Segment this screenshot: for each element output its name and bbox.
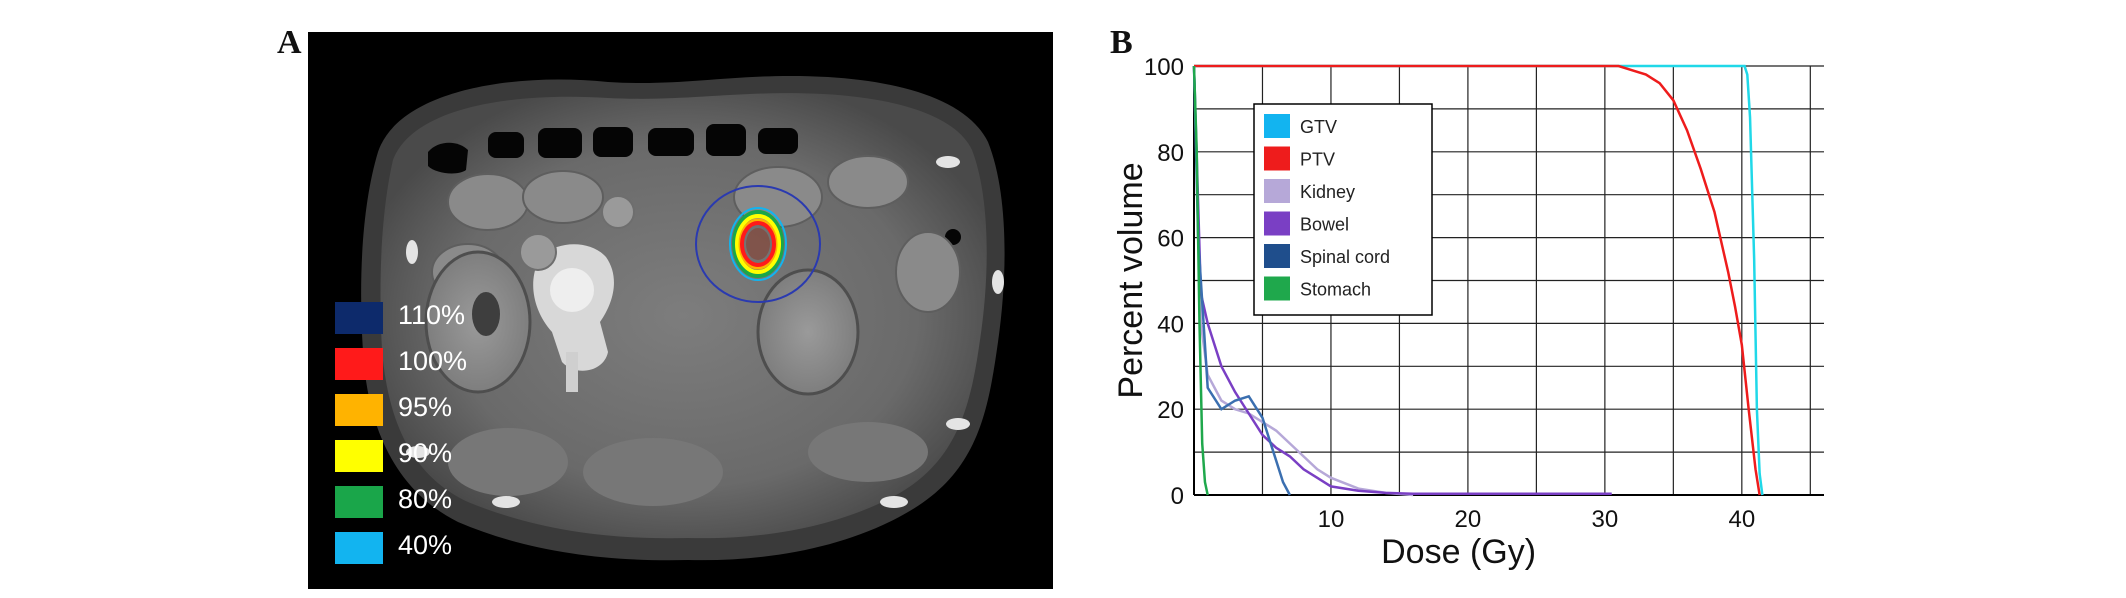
isodose-label: 110%: [398, 300, 466, 330]
x-axis-label: Dose (Gy): [1381, 533, 1536, 571]
legend-swatch: [1264, 244, 1290, 268]
isodose-label: 90%: [398, 438, 453, 468]
legend-label: Stomach: [1300, 280, 1371, 300]
x-tick-label: 20: [1455, 506, 1482, 533]
isodose-swatch: [335, 440, 383, 472]
y-tick-label: 40: [1157, 311, 1184, 338]
isodose-swatch: [335, 302, 383, 334]
legend-swatch: [1264, 114, 1290, 138]
legend-swatch: [1264, 211, 1290, 236]
isodose-swatch: [335, 394, 383, 426]
dvh-chart-svg: 0 20 40 60 80 100 10 20 30 40 Dose (Gy) Percent vol…: [1112, 54, 1824, 571]
legend-label: Bowel: [1300, 215, 1349, 235]
left-kidney: [756, 268, 860, 396]
series-line-stomach: [1192, 65, 1209, 496]
y-tick-label: 0: [1171, 483, 1184, 510]
legend-label: Spinal cord: [1300, 247, 1390, 267]
legend-swatch: [1264, 276, 1290, 301]
legend-label: PTV: [1300, 150, 1335, 170]
legend-label: Kidney: [1300, 182, 1355, 202]
x-tick-label: 30: [1592, 506, 1619, 533]
y-tick-label: 20: [1157, 397, 1184, 424]
legend-label: GTV: [1300, 117, 1337, 137]
series-line-spinal-cord: [1192, 65, 1291, 496]
series-line-ptv: [1194, 64, 1761, 496]
y-tick-label: 80: [1157, 140, 1184, 167]
dvh-chart: 0 20 40 60 80 100 10 20 30 40 Dose (Gy) Percent vol…: [1100, 20, 1840, 598]
panel-b-letter: B: [1110, 24, 1133, 61]
series-line-kidney: [1192, 65, 1414, 497]
series-line-gtv: [1194, 64, 1764, 496]
isodose-swatch: [335, 348, 383, 380]
isodose-lines: [695, 185, 821, 303]
legend-swatch: [1264, 179, 1290, 203]
isodose-label: 100%: [398, 346, 468, 376]
y-tick-label: 100: [1144, 54, 1184, 81]
x-tick-label: 40: [1728, 506, 1755, 533]
isodose-label: 40%: [398, 530, 453, 560]
ct-scan-image: 110% 100% 95% 90% 80% 40%: [308, 32, 1053, 589]
legend-swatch: [1264, 146, 1290, 171]
isodose-swatch: [335, 532, 383, 564]
isodose-swatch: [335, 486, 383, 518]
y-tick-label: 60: [1157, 226, 1184, 253]
x-tick-label: 10: [1318, 506, 1345, 533]
panel-a-letter: A: [277, 24, 302, 61]
isodose-label: 95%: [398, 392, 453, 422]
series-line-bowel: [1192, 65, 1612, 495]
ct-axial-slice: [361, 75, 1005, 561]
y-axis-label: Percent volume: [1112, 162, 1150, 398]
isodose-label: 80%: [398, 484, 453, 514]
